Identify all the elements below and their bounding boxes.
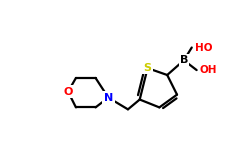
Text: O: O (64, 87, 73, 97)
Text: OH: OH (200, 65, 217, 75)
Text: N: N (104, 93, 113, 103)
Text: B: B (180, 55, 188, 65)
Text: S: S (144, 63, 152, 73)
Text: HO: HO (195, 42, 212, 52)
